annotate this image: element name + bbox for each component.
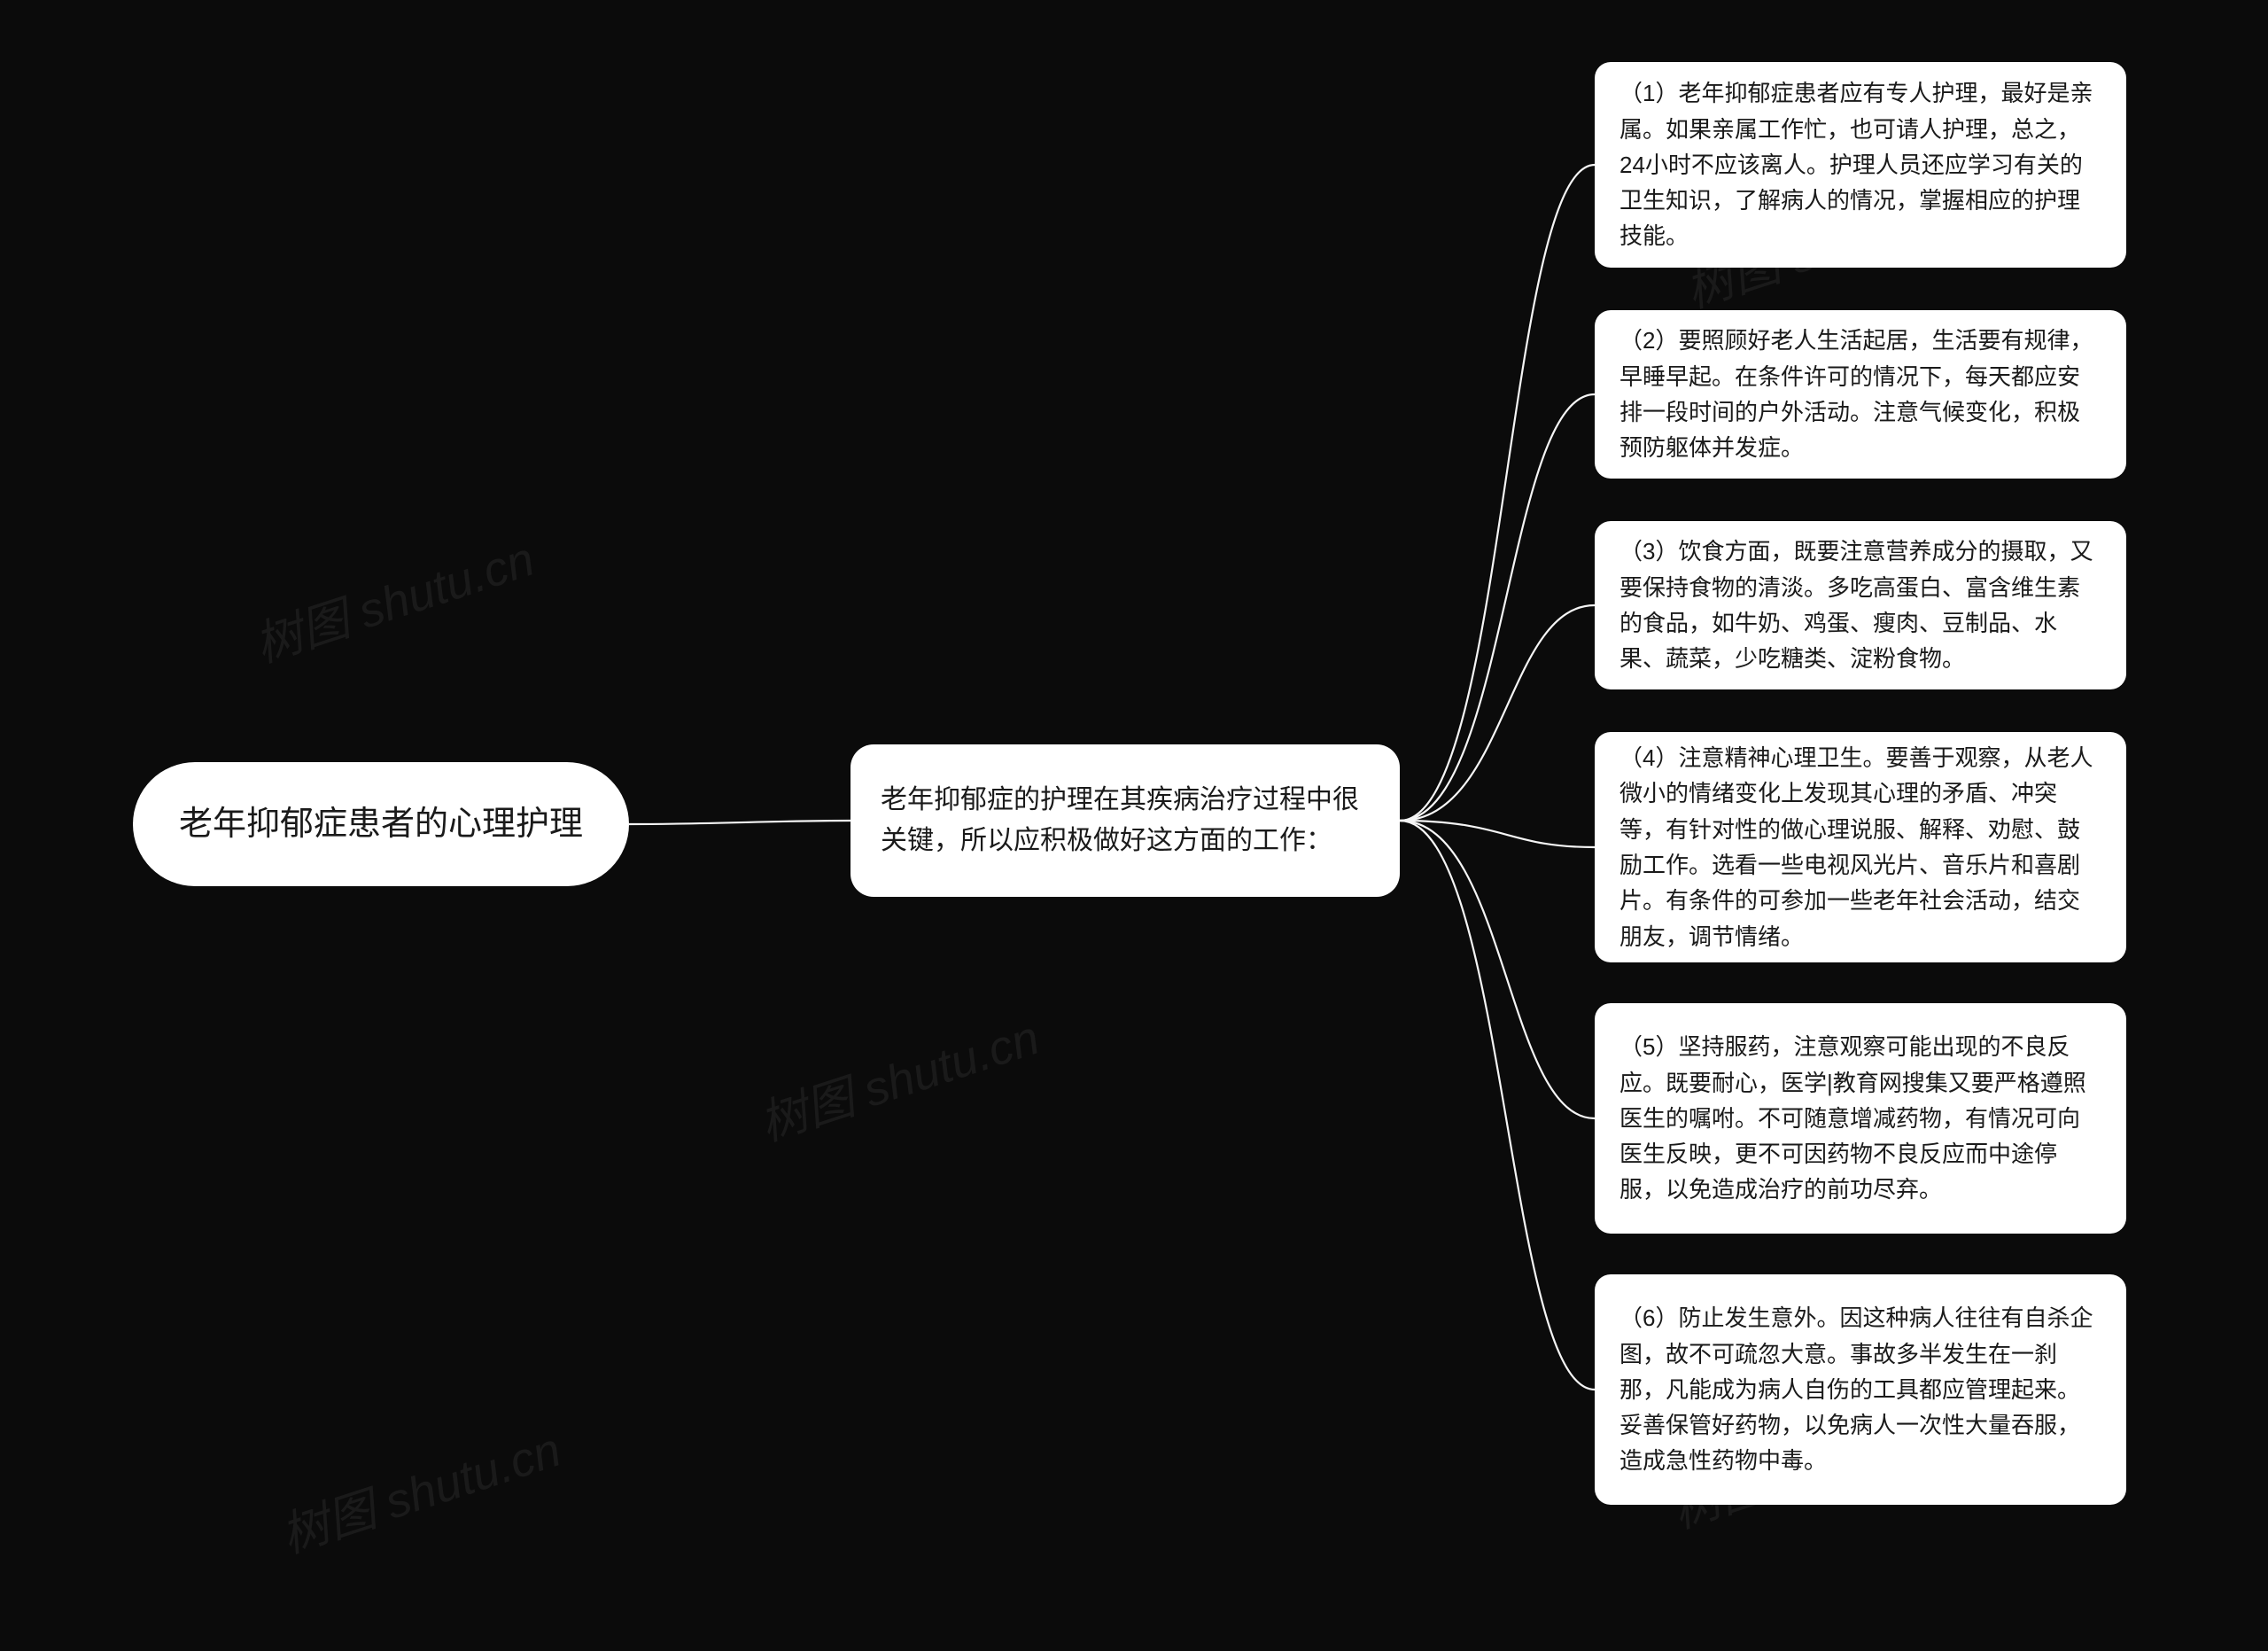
leaf-node-3[interactable]: （3）饮食方面，既要注意营养成分的摄取，又要保持食物的清淡。多吃高蛋白、富含维生… <box>1595 521 2126 689</box>
level1-node[interactable]: 老年抑郁症的护理在其疾病治疗过程中很关键，所以应积极做好这方面的工作： <box>850 744 1400 897</box>
level1-node-label: 老年抑郁症的护理在其疾病治疗过程中很关键，所以应积极做好这方面的工作： <box>881 780 1370 862</box>
edge-l1-leaf-3 <box>1400 605 1595 821</box>
watermark: 树图 shutu.cn <box>271 1410 569 1566</box>
leaf-node-1[interactable]: （1）老年抑郁症患者应有专人护理，最好是亲属。如果亲属工作忙，也可请人护理，总之… <box>1595 62 2126 268</box>
leaf-node-label: （4）注意精神心理卫生。要善于观察，从老人微小的情绪变化上发现其心理的矛盾、冲突… <box>1619 740 2101 954</box>
edge-l1-leaf-1 <box>1400 165 1595 821</box>
mindmap-canvas: 树图 shutu.cn 树图 shutu.cn 树图 shutu.cn 树图 s… <box>0 0 2268 1651</box>
leaf-node-label: （1）老年抑郁症患者应有专人护理，最好是亲属。如果亲属工作忙，也可请人护理，总之… <box>1619 75 2101 253</box>
watermark: 树图 shutu.cn <box>245 519 542 675</box>
leaf-node-5[interactable]: （5）坚持服药，注意观察可能出现的不良反应。既要耐心，医学|教育网搜集又要严格遵… <box>1595 1003 2126 1234</box>
leaf-node-4[interactable]: （4）注意精神心理卫生。要善于观察，从老人微小的情绪变化上发现其心理的矛盾、冲突… <box>1595 732 2126 962</box>
leaf-node-label: （6）防止发生意外。因这种病人往往有自杀企图，故不可疏忽大意。事故多半发生在一刹… <box>1619 1300 2101 1478</box>
edge-l1-leaf-5 <box>1400 821 1595 1118</box>
leaf-node-label: （5）坚持服药，注意观察可能出现的不良反应。既要耐心，医学|教育网搜集又要严格遵… <box>1619 1029 2101 1207</box>
leaf-node-2[interactable]: （2）要照顾好老人生活起居，生活要有规律，早睡早起。在条件许可的情况下，每天都应… <box>1595 310 2126 479</box>
root-node[interactable]: 老年抑郁症患者的心理护理 <box>133 762 629 886</box>
edge-l1-leaf-4 <box>1400 821 1595 847</box>
edge-root-level1 <box>629 821 850 824</box>
leaf-node-label: （2）要照顾好老人生活起居，生活要有规律，早睡早起。在条件许可的情况下，每天都应… <box>1619 323 2101 465</box>
edge-l1-leaf-6 <box>1400 821 1595 1390</box>
leaf-node-label: （3）饮食方面，既要注意营养成分的摄取，又要保持食物的清淡。多吃高蛋白、富含维生… <box>1619 533 2101 676</box>
watermark: 树图 shutu.cn <box>750 998 1047 1154</box>
leaf-node-6[interactable]: （6）防止发生意外。因这种病人往往有自杀企图，故不可疏忽大意。事故多半发生在一刹… <box>1595 1274 2126 1505</box>
edge-l1-leaf-2 <box>1400 394 1595 821</box>
root-node-label: 老年抑郁症患者的心理护理 <box>179 798 583 851</box>
